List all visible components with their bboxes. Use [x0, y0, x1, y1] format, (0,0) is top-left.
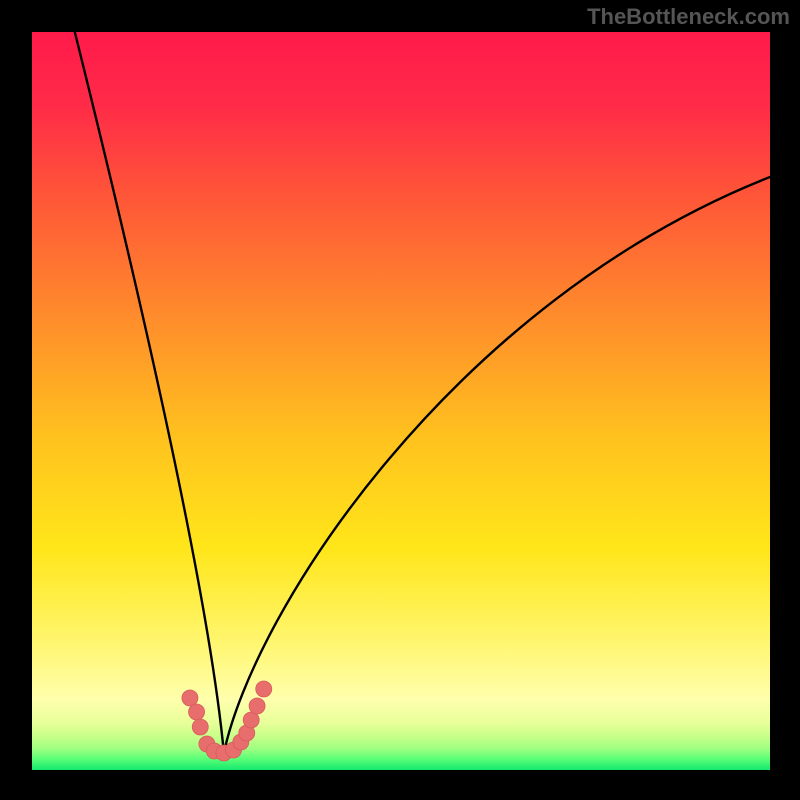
marker-dot	[249, 698, 265, 714]
plot-area	[32, 32, 770, 770]
chart-svg	[32, 32, 770, 770]
gradient-background	[32, 32, 770, 770]
marker-dot	[256, 681, 272, 697]
marker-dot	[182, 690, 198, 706]
chart-frame: TheBottleneck.com	[0, 0, 800, 800]
marker-dot	[192, 719, 208, 735]
watermark-text: TheBottleneck.com	[587, 4, 790, 30]
marker-dot	[189, 704, 205, 720]
marker-dot	[243, 712, 259, 728]
